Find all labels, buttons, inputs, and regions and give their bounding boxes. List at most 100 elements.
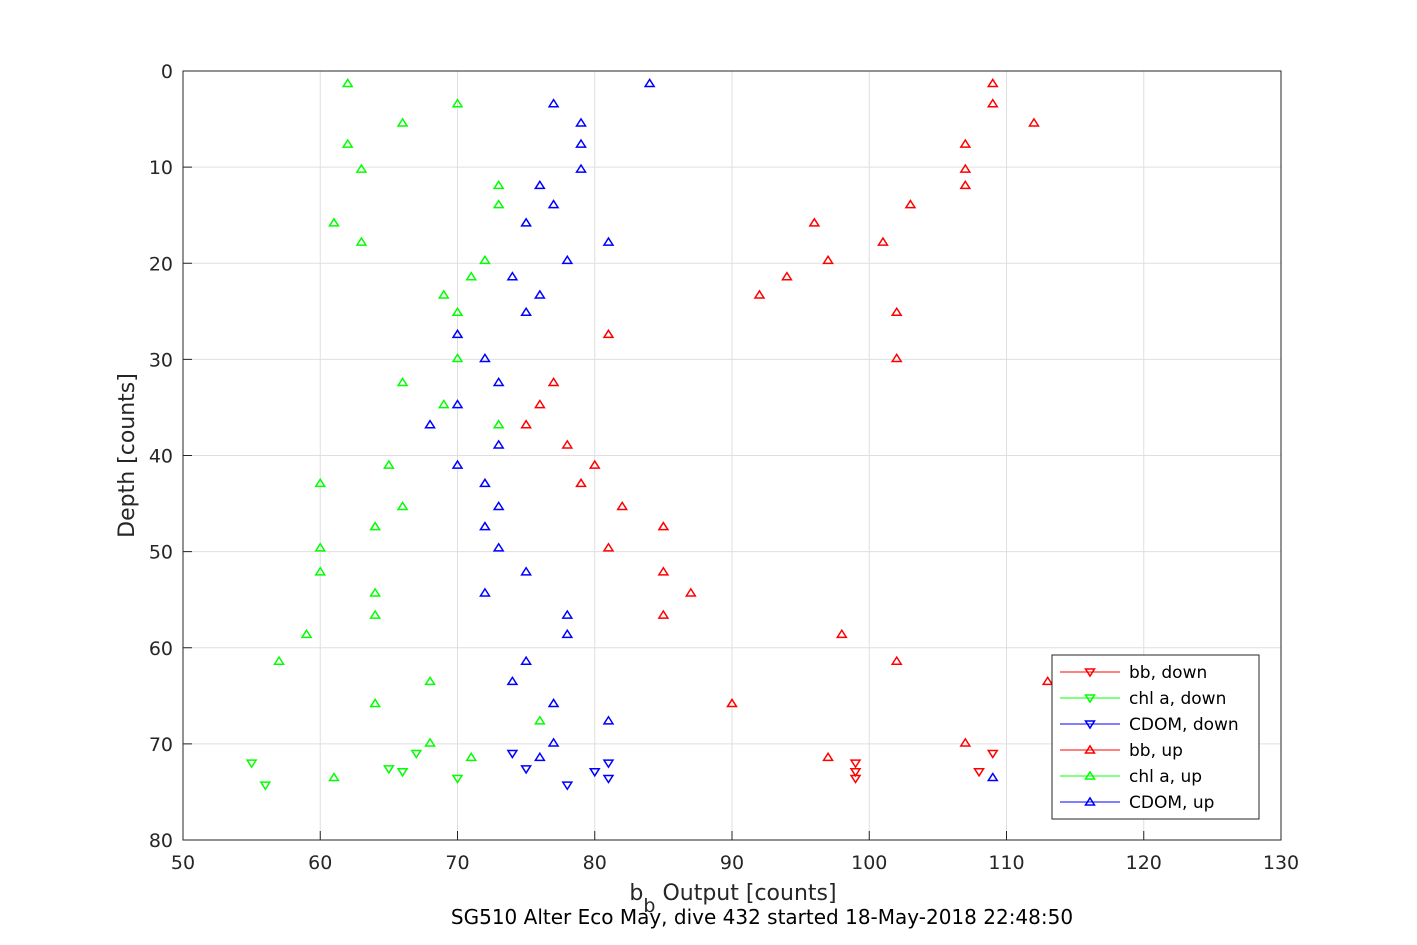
point-bb-up: [959, 737, 972, 747]
point-bb-up: [684, 587, 697, 597]
point-chl-a-down: [410, 749, 423, 759]
point-cdom-up: [451, 328, 464, 339]
point-cdom-down: [588, 767, 601, 778]
point-cdom-up: [561, 628, 574, 639]
point-chl-a-up: [492, 199, 505, 209]
point-cdom-up: [986, 772, 999, 782]
point-bb-up: [959, 179, 972, 190]
data-marks: [245, 78, 1054, 791]
dive-caption: SG510 Alter Eco May, dive 432 started 18…: [451, 905, 1073, 929]
point-chl-a-up: [492, 179, 505, 190]
point-cdom-up: [602, 715, 615, 725]
point-chl-a-down: [245, 759, 258, 769]
point-cdom-up: [533, 289, 546, 299]
y-tick-label: 40: [149, 446, 173, 468]
point-chl-a-down: [396, 767, 409, 778]
x-tick-label: 130: [1263, 852, 1299, 874]
point-cdom-up: [533, 179, 546, 190]
point-bb-up: [890, 306, 903, 317]
x-tick-label: 50: [171, 852, 195, 874]
x-tick-label: 70: [445, 852, 469, 874]
point-chl-a-up: [437, 289, 450, 299]
point-cdom-up: [479, 352, 491, 363]
point-cdom-up: [506, 271, 519, 281]
legend-marker: [1084, 796, 1096, 806]
point-bb-up: [520, 419, 532, 429]
point-chl-a-up: [396, 500, 409, 511]
point-chl-a-down: [451, 774, 464, 784]
legend-label: chl a, up: [1129, 767, 1202, 787]
y-tick-label: 80: [149, 830, 173, 852]
point-cdom-up: [643, 78, 656, 88]
point-bb-down: [849, 774, 862, 784]
point-bb-up: [533, 399, 546, 409]
point-bb-up: [616, 500, 629, 511]
point-chl-a-up: [451, 306, 464, 317]
point-bb-up: [890, 655, 903, 665]
point-bb-up: [657, 521, 670, 531]
point-bb-up: [835, 628, 848, 639]
point-cdom-up: [533, 751, 546, 762]
point-chl-a-up: [451, 98, 464, 108]
point-cdom-up: [492, 500, 505, 511]
point-chl-a-up: [328, 772, 340, 782]
point-bb-up: [986, 78, 999, 88]
point-cdom-up: [492, 439, 505, 449]
legend-label: chl a, down: [1129, 689, 1226, 709]
x-axis-title: bb Output [counts]: [629, 881, 836, 917]
point-chl-a-up: [341, 78, 354, 88]
point-chl-a-up: [465, 751, 478, 762]
point-cdom-up: [520, 306, 532, 317]
y-tick-label: 70: [149, 734, 173, 756]
point-cdom-up: [520, 566, 532, 576]
x-axis-title-rest: Output [counts]: [655, 881, 836, 906]
point-chl-a-up: [396, 117, 409, 127]
point-bb-up: [657, 609, 670, 619]
point-chl-a-up: [341, 138, 354, 148]
point-cdom-up: [492, 542, 505, 552]
point-bb-up: [959, 163, 972, 173]
point-chl-a-down: [383, 765, 395, 775]
point-cdom-up: [547, 698, 560, 708]
point-cdom-up: [520, 217, 532, 227]
point-bb-up: [822, 254, 834, 265]
point-cdom-down: [506, 749, 519, 759]
legend-label: bb, up: [1129, 741, 1183, 761]
point-chl-a-up: [424, 737, 436, 747]
point-cdom-down: [561, 781, 574, 791]
point-cdom-down: [602, 759, 615, 769]
legend-marker: [1084, 770, 1096, 780]
point-bb-up: [877, 236, 889, 246]
y-tick-label: 0: [161, 61, 173, 83]
point-bb-down: [849, 759, 862, 769]
legend-label: CDOM, up: [1129, 793, 1214, 813]
point-chl-a-up: [355, 236, 368, 246]
point-cdom-up: [520, 655, 532, 665]
point-chl-a-up: [300, 628, 313, 639]
point-cdom-up: [492, 376, 505, 387]
point-chl-a-up: [369, 587, 382, 597]
legend-marker: [1084, 668, 1096, 678]
legend-box: [1051, 654, 1260, 820]
point-bb-up: [602, 542, 615, 552]
point-chl-a-up: [451, 352, 464, 363]
point-bb-up: [561, 439, 574, 449]
point-cdom-up: [451, 459, 464, 469]
point-chl-a-up: [437, 399, 450, 409]
point-cdom-up: [561, 254, 574, 265]
point-chl-a-up: [383, 459, 395, 469]
point-bb-up: [781, 271, 793, 281]
point-cdom-up: [547, 98, 560, 108]
point-bb-up: [986, 98, 999, 108]
point-cdom-up: [602, 236, 615, 246]
point-chl-a-up: [369, 698, 382, 708]
point-cdom-up: [479, 521, 491, 531]
point-chl-a-up: [424, 675, 436, 686]
axis-ticks: 50 60 70 80 90 100 110 120 130 0 10 20 30 40 50 60 70 80: [149, 61, 1299, 874]
legend-label: CDOM, down: [1129, 715, 1239, 735]
point-bb-up: [657, 566, 670, 576]
point-bb-up: [808, 217, 821, 227]
point-chl-a-up: [314, 566, 327, 576]
point-bb-up: [547, 376, 560, 387]
x-tick-label: 110: [988, 852, 1024, 874]
